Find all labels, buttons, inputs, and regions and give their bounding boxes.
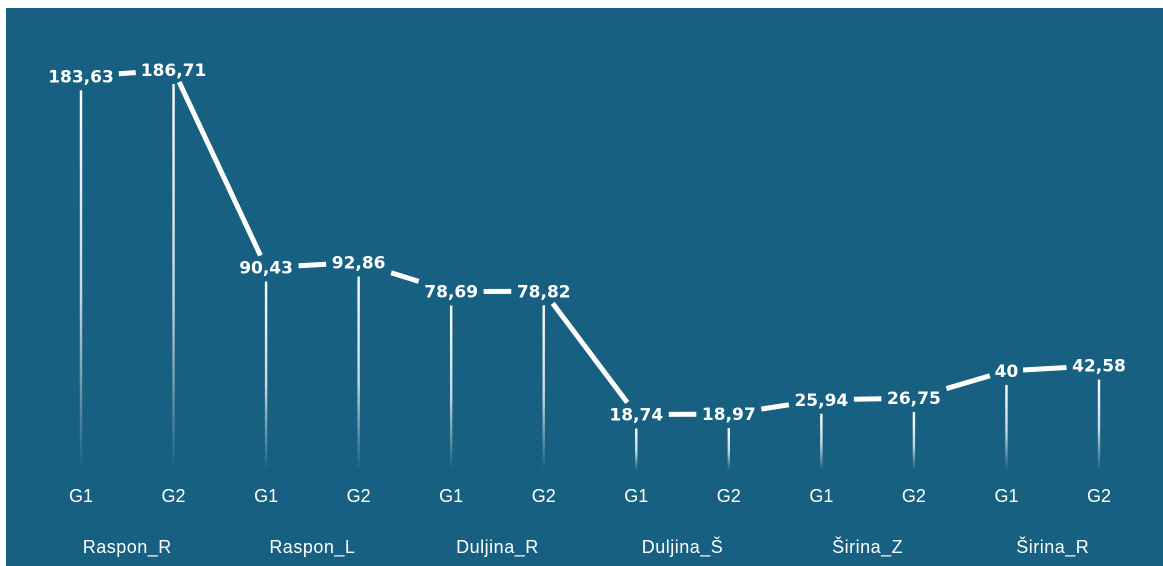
drop-line [912,412,916,470]
data-label: 42,58 [1072,357,1126,377]
data-label: 18,97 [702,405,756,425]
line-segment [760,402,790,412]
drop-line [357,276,360,470]
category-label: Širina_R [1016,536,1089,558]
x-tick-label: G2 [162,486,186,506]
x-tick-label: G1 [994,486,1018,506]
drop-line [79,90,83,471]
x-tick-label: G2 [532,486,556,506]
x-tick-label: G1 [809,486,833,506]
category-label: Raspon_R [83,537,172,558]
x-tick-label: G1 [69,486,93,506]
data-labels: 183,63 186,71 90,43 92,86 78,69 78,82 18,74 18,… [48,61,1126,426]
line-segment [118,70,136,77]
x-tick-labels: G1 G2 G1 G2 G1 G2 G1 G2 G1 G2 G1 G2 [69,486,1111,506]
data-label: 186,71 [141,61,207,81]
x-tick-label: G2 [717,486,741,506]
line-segment [176,80,263,257]
data-label: 78,69 [424,283,478,303]
drop-line [264,281,268,470]
line-segment [1022,365,1067,373]
drop-line [635,428,638,470]
data-label: 90,43 [239,259,293,279]
chart-panel: 183,63 186,71 90,43 92,86 78,69 78,82 18,74 18,… [6,8,1163,566]
series-line [118,70,1067,417]
data-label: 25,94 [794,391,848,411]
x-tick-label: G2 [902,486,926,506]
x-tick-label: G1 [439,486,463,506]
line-chart: 183,63 186,71 90,43 92,86 78,69 78,82 18,74 18,… [48,61,1126,558]
data-label: 26,75 [887,389,941,409]
drop-lines [79,84,1101,471]
data-label: 78,82 [517,282,571,302]
drop-line [1005,384,1008,470]
x-tick-label: G1 [254,486,278,506]
x-tick-label: G1 [624,486,648,506]
category-label: Širina_Z [832,536,903,558]
data-label: 183,63 [48,67,114,87]
line-segment [298,261,327,269]
line-segment [550,301,630,405]
category-label: Raspon_L [269,537,355,558]
data-label: 40 [995,362,1019,382]
drop-line [1097,379,1101,470]
category-labels: Raspon_R Raspon_L Duljina_R Duljina_Š Širina… [83,536,1089,558]
drop-line [542,305,545,470]
category-label: Duljina_Š [642,536,724,558]
line-segment [945,373,991,391]
line-segment [390,270,420,284]
drop-line [449,305,453,470]
x-tick-label: G2 [1087,486,1111,506]
category-label: Duljina_R [456,537,539,558]
data-label: 18,74 [609,406,663,426]
drop-line [727,428,731,470]
x-tick-label: G2 [347,486,371,506]
data-label: 92,86 [332,254,386,274]
drop-line [820,413,823,470]
drop-line [172,84,175,470]
